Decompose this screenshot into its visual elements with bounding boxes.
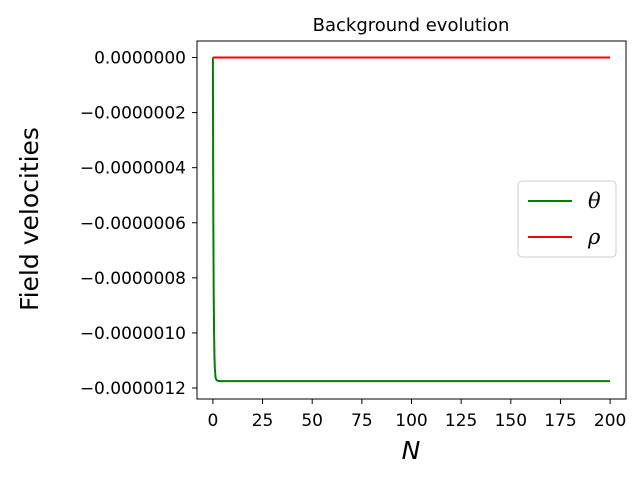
- y-tick-label: 0.0000000: [94, 49, 186, 69]
- y-tick-label: −0.0000008: [80, 269, 186, 289]
- legend: θρ: [517, 180, 617, 258]
- y-tick-label: −0.0000012: [80, 379, 186, 399]
- legend-label: ρ: [587, 225, 601, 249]
- y-tick-label: −0.0000010: [80, 324, 186, 344]
- y-axis-ticks: 0.0000000 −0.0000002 −0.0000004 −0.0000006 −…: [80, 49, 197, 399]
- y-tick-label: −0.0000004: [80, 159, 186, 179]
- x-tick-label: 0: [207, 411, 218, 431]
- x-tick-label: 75: [351, 411, 373, 431]
- y-tick-label: −0.0000006: [80, 214, 186, 234]
- x-tick-label: 200: [594, 411, 626, 431]
- x-axis-ticks: 0 25 50 75 100 125 150 175 200: [207, 399, 626, 431]
- chart-title: Background evolution: [313, 15, 510, 36]
- series-line-theta: [211, 57, 611, 383]
- x-tick-label: 50: [301, 411, 323, 431]
- series-group: [211, 56, 611, 383]
- plot-frame: [196, 40, 627, 400]
- y-axis-label: Field velocities: [15, 127, 44, 311]
- x-axis-label: N: [402, 436, 421, 465]
- x-tick-label: 125: [445, 411, 477, 431]
- x-tick-label: 175: [544, 411, 576, 431]
- x-tick-label: 150: [495, 411, 527, 431]
- x-tick-label: 100: [395, 411, 427, 431]
- legend-label: θ: [588, 189, 601, 213]
- y-tick-label: −0.0000002: [80, 104, 186, 124]
- x-tick-label: 25: [252, 411, 274, 431]
- legend-box: [517, 180, 617, 258]
